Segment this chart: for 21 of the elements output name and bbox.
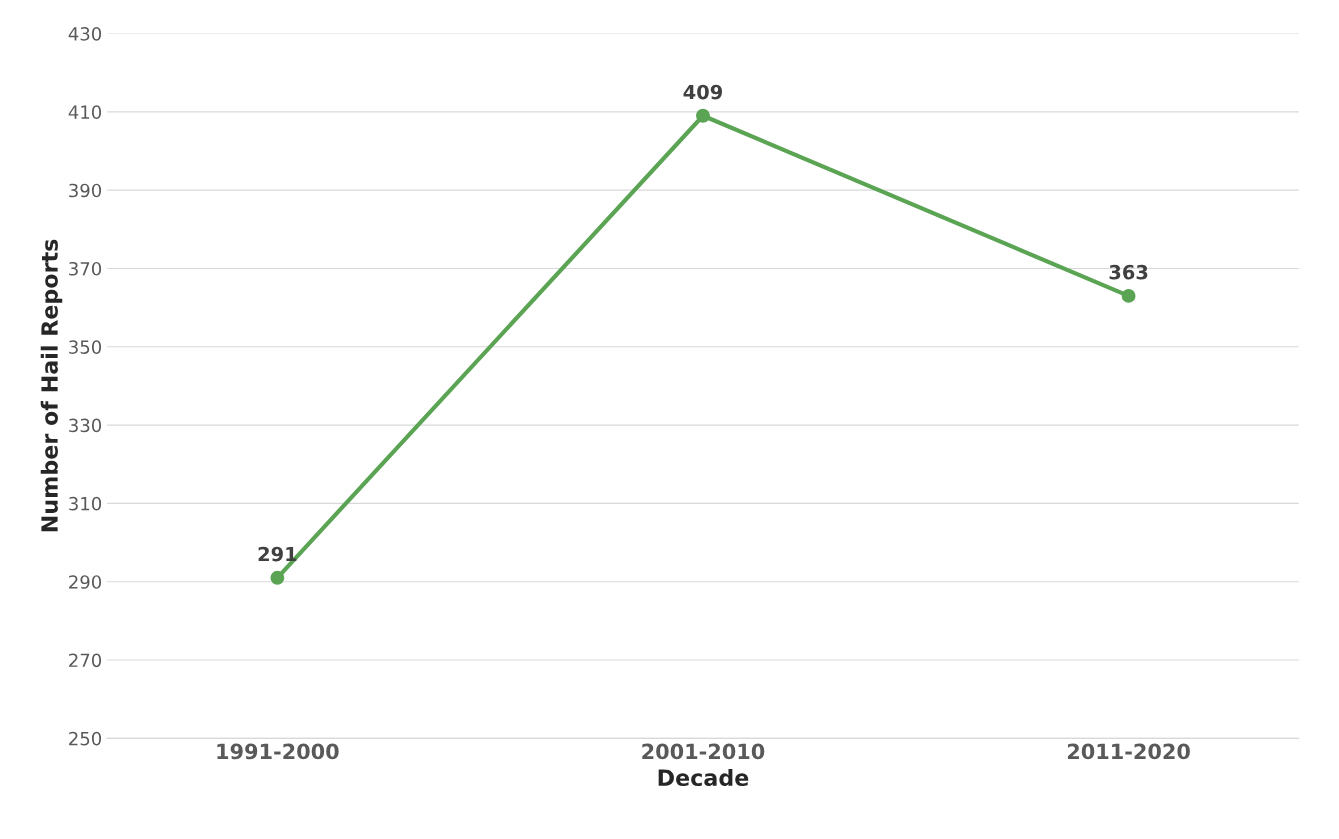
y-tick-label: 410: [68, 105, 102, 119]
y-tick-label: 330: [69, 418, 102, 433]
point: [270, 570, 285, 585]
y-tick-label: 370: [69, 261, 102, 276]
y-tick-label: 270: [69, 653, 102, 668]
y-axis-title: Number of Hail Reports: [40, 239, 63, 532]
y-tick-label: 350: [69, 340, 102, 354]
x-tick-label: 2011-2020: [1067, 743, 1190, 760]
x-tick-label: 1991-2000: [217, 743, 339, 760]
y-tick-label: 390: [69, 183, 102, 198]
y-tick-label: 250: [69, 731, 102, 746]
data-label: 291: [258, 546, 297, 562]
point: [1121, 288, 1136, 303]
x-tick-label: 2001-2010: [642, 743, 765, 760]
point: [696, 108, 710, 123]
y-tick-label: 290: [69, 575, 102, 589]
data-label: 363: [1109, 264, 1148, 280]
x-axis-title: Decade: [658, 768, 749, 787]
y-tick-label: 310: [69, 496, 102, 511]
y-tick-label: 430: [68, 27, 102, 41]
data-label: 409: [683, 84, 723, 100]
